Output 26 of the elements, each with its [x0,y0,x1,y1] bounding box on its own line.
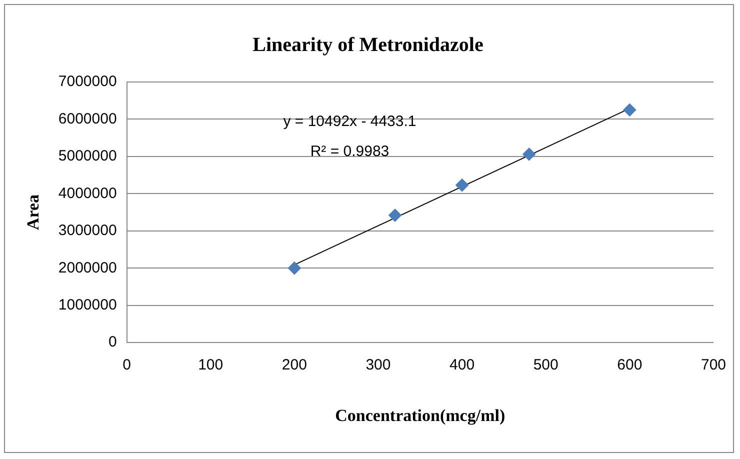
point [456,178,469,192]
y-tick-label: 6000000 [58,110,117,128]
annotation: R² = 0.9983 [310,143,390,160]
point [288,262,301,275]
x-tick-label: 700 [700,356,726,374]
x-tick-label: 100 [198,356,224,374]
x-tick-label: 400 [450,356,475,374]
y-tick-label: 0 [108,334,117,351]
point [522,148,536,161]
y-tick-label: 5000000 [58,148,117,165]
point [623,103,636,116]
point [388,208,402,222]
x-tick-label: 200 [282,356,307,374]
x-tick-label: 500 [533,356,558,374]
x-tick-label: 0 [122,356,131,374]
chart-title: Linearity of Metronidazole [252,34,484,56]
x-tick-label: 300 [366,356,391,374]
y-tick-label: 1000000 [58,296,117,314]
x-tick-label: 600 [617,356,642,374]
annotation: y = 10492x - 4433.1 [283,113,416,130]
y-tick-label: 2000000 [58,259,117,276]
y-tick-label: 7000000 [58,73,117,90]
y-axis-title: Area [24,194,43,230]
y-tick-label: 3000000 [58,222,117,240]
y-tick-label: 4000000 [58,184,117,202]
x-axis-title: Concentration(mcg/ml) [335,406,506,426]
